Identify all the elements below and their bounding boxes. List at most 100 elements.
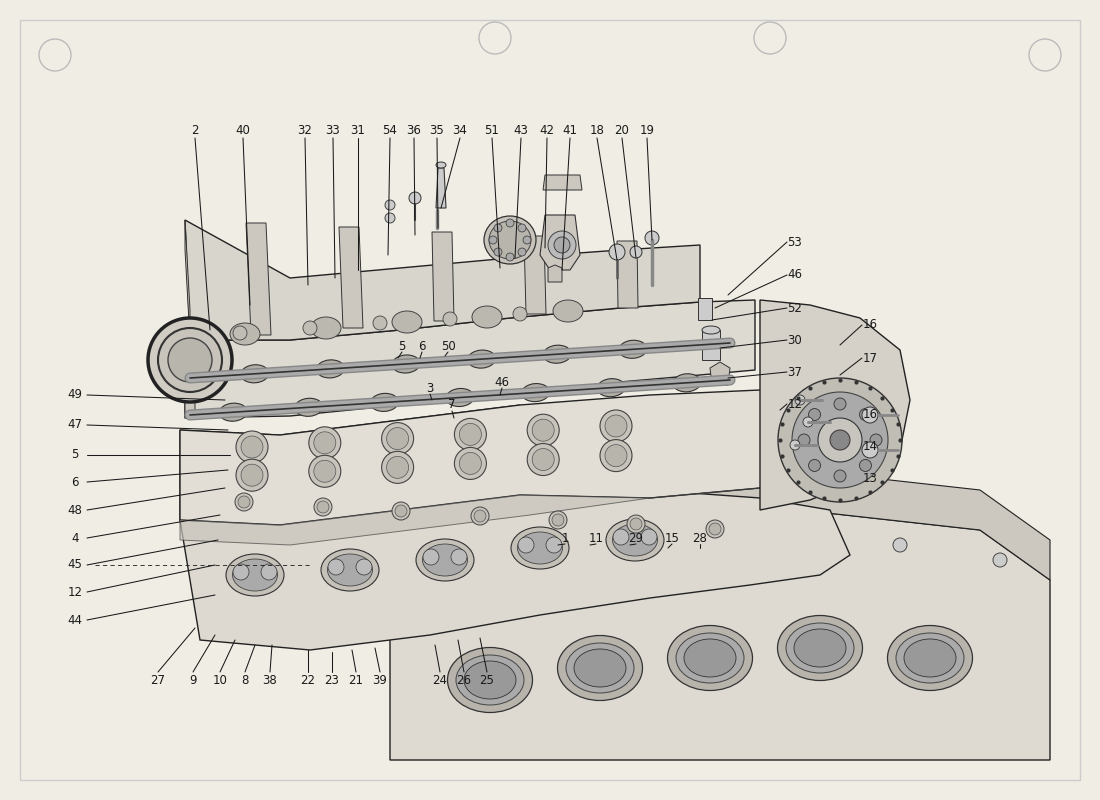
- Text: 54: 54: [383, 123, 397, 137]
- Text: 36: 36: [407, 123, 421, 137]
- Circle shape: [409, 192, 421, 204]
- Circle shape: [424, 573, 437, 587]
- Circle shape: [454, 418, 486, 450]
- Circle shape: [309, 455, 341, 487]
- Ellipse shape: [484, 216, 536, 264]
- Circle shape: [233, 326, 248, 340]
- Circle shape: [518, 248, 526, 256]
- Circle shape: [830, 430, 850, 450]
- Ellipse shape: [517, 532, 562, 564]
- Ellipse shape: [219, 403, 248, 422]
- Text: 50: 50: [441, 339, 455, 353]
- Ellipse shape: [684, 639, 736, 677]
- Text: 12: 12: [788, 398, 803, 410]
- Polygon shape: [540, 215, 580, 270]
- Ellipse shape: [295, 398, 322, 416]
- Polygon shape: [390, 470, 1050, 580]
- Text: 15: 15: [664, 531, 680, 545]
- Text: 40: 40: [235, 123, 251, 137]
- Ellipse shape: [566, 643, 634, 693]
- Text: 14: 14: [862, 441, 878, 454]
- Circle shape: [859, 409, 871, 421]
- Circle shape: [818, 418, 862, 462]
- Text: 47: 47: [67, 418, 82, 431]
- Text: 41: 41: [562, 123, 578, 137]
- Text: 5: 5: [72, 449, 79, 462]
- Ellipse shape: [574, 649, 626, 687]
- Ellipse shape: [490, 221, 531, 259]
- Text: 44: 44: [67, 614, 82, 626]
- Text: 11: 11: [588, 531, 604, 545]
- Polygon shape: [524, 236, 546, 314]
- Circle shape: [792, 392, 888, 488]
- Circle shape: [494, 248, 502, 256]
- Circle shape: [862, 407, 878, 423]
- Text: 17: 17: [862, 351, 878, 365]
- Circle shape: [532, 449, 554, 470]
- FancyBboxPatch shape: [20, 20, 1080, 780]
- Text: 43: 43: [514, 123, 528, 137]
- Ellipse shape: [668, 626, 752, 690]
- Circle shape: [803, 417, 813, 427]
- Circle shape: [834, 398, 846, 410]
- Text: 33: 33: [326, 123, 340, 137]
- Circle shape: [609, 244, 625, 260]
- Circle shape: [795, 395, 805, 405]
- Ellipse shape: [422, 544, 468, 576]
- Circle shape: [834, 470, 846, 482]
- Circle shape: [236, 459, 268, 491]
- Circle shape: [385, 200, 395, 210]
- Circle shape: [382, 451, 414, 483]
- Circle shape: [454, 447, 486, 479]
- Text: 2: 2: [191, 123, 199, 137]
- Polygon shape: [185, 220, 700, 340]
- Polygon shape: [185, 335, 195, 418]
- Circle shape: [443, 312, 456, 326]
- Polygon shape: [543, 175, 582, 190]
- Text: 37: 37: [788, 366, 802, 378]
- Ellipse shape: [606, 519, 664, 561]
- Circle shape: [241, 436, 263, 458]
- Text: 7: 7: [449, 398, 455, 411]
- Circle shape: [494, 224, 502, 232]
- Circle shape: [710, 523, 720, 535]
- Circle shape: [356, 559, 372, 575]
- Circle shape: [532, 419, 554, 442]
- Text: 53: 53: [788, 235, 802, 249]
- Ellipse shape: [416, 539, 474, 581]
- Ellipse shape: [321, 549, 380, 591]
- Text: 30: 30: [788, 334, 802, 346]
- Text: 34: 34: [452, 123, 468, 137]
- Polygon shape: [180, 405, 520, 525]
- Text: 19: 19: [639, 123, 654, 137]
- Circle shape: [993, 553, 1007, 567]
- Text: 25: 25: [480, 674, 494, 686]
- Circle shape: [513, 307, 527, 321]
- Circle shape: [314, 460, 336, 482]
- Ellipse shape: [232, 559, 277, 591]
- Circle shape: [613, 529, 629, 545]
- Circle shape: [168, 338, 212, 382]
- Circle shape: [627, 515, 645, 533]
- Circle shape: [553, 551, 566, 565]
- Circle shape: [862, 442, 878, 458]
- Circle shape: [673, 538, 688, 552]
- Ellipse shape: [456, 655, 524, 705]
- Circle shape: [382, 422, 414, 454]
- Text: 10: 10: [212, 674, 228, 686]
- Text: 8: 8: [241, 674, 249, 686]
- Circle shape: [233, 564, 249, 580]
- Circle shape: [302, 321, 317, 335]
- Ellipse shape: [613, 524, 658, 556]
- Text: 38: 38: [263, 674, 277, 686]
- Text: 52: 52: [788, 302, 802, 314]
- Ellipse shape: [558, 635, 642, 701]
- Circle shape: [309, 427, 341, 459]
- Polygon shape: [339, 227, 363, 328]
- Text: 9: 9: [189, 674, 197, 686]
- Circle shape: [474, 510, 486, 522]
- Circle shape: [645, 231, 659, 245]
- Ellipse shape: [436, 162, 446, 168]
- Circle shape: [317, 501, 329, 513]
- Ellipse shape: [446, 389, 474, 406]
